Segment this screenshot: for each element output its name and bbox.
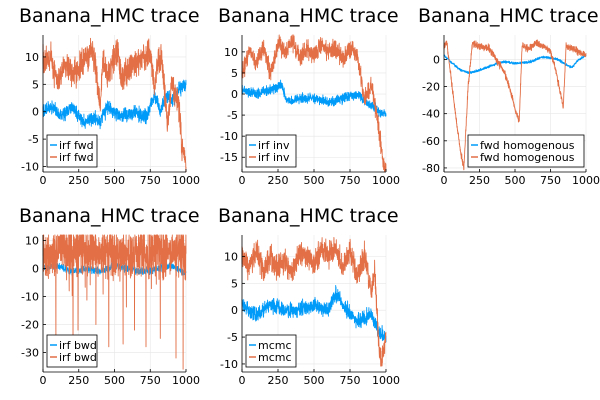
y-tick-label: 0 (231, 88, 238, 101)
y-tick-label: 10 (25, 51, 39, 64)
x-tick-label: 750 (340, 174, 361, 187)
trace-panel-4: Banana_HMC trace 0 250 500 750 1000 -30 -20 -10 0… (19, 205, 200, 387)
y-tick-label: -60 (422, 135, 440, 148)
legend-label: mcmc (258, 351, 292, 364)
legend-label: irf fwd (59, 139, 94, 152)
y-tick-label: 5 (231, 277, 238, 290)
x-tick-label: 750 (140, 174, 161, 187)
legend-box (467, 134, 585, 168)
x-tick-label: 750 (340, 374, 361, 387)
x-tick-label: 1000 (372, 374, 400, 387)
x-tick-label: 1000 (572, 174, 600, 187)
series-line-2 (443, 39, 587, 171)
y-tick-label: 10 (224, 250, 238, 263)
legend-label: irf bwd (59, 351, 97, 364)
x-tick-label: 500 (304, 174, 325, 187)
y-tick-label: -5 (28, 133, 39, 146)
y-tick-label: -40 (422, 108, 440, 121)
series-line-2 (241, 237, 387, 367)
x-tick-label: 250 (68, 374, 89, 387)
y-tick-label: 0 (231, 304, 238, 317)
panel-title: Banana_HMC trace (218, 5, 399, 27)
x-tick-label: 0 (441, 174, 448, 187)
series-line-1 (241, 79, 387, 118)
y-tick-label: -10 (21, 291, 39, 304)
y-tick-label: -20 (422, 81, 440, 94)
y-tick-label: 0 (32, 106, 39, 119)
x-tick-label: 750 (140, 374, 161, 387)
trace-panel-1: Banana_HMC trace 0 250 500 750 1000 -10 -5 0 5 10 i… (19, 5, 200, 187)
legend-label: irf inv (258, 139, 290, 152)
legend-label: irf bwd (59, 339, 97, 352)
x-tick-label: 1000 (372, 174, 400, 187)
x-tick-label: 250 (68, 174, 89, 187)
x-tick-label: 0 (239, 374, 246, 387)
y-tick-label: 5 (32, 78, 39, 91)
y-tick-label: -10 (220, 358, 238, 371)
x-tick-label: 500 (304, 374, 325, 387)
x-tick-label: 750 (540, 174, 561, 187)
panel-title: Banana_HMC trace (218, 205, 399, 227)
legend-label: irf inv (258, 151, 290, 164)
legend-label: irf fwd (59, 151, 94, 164)
x-tick-label: 0 (40, 374, 47, 387)
legend-label: fwd homogenous (480, 139, 575, 152)
x-tick-label: 500 (104, 174, 125, 187)
x-tick-label: 0 (239, 174, 246, 187)
panel-title: Banana_HMC trace (19, 205, 200, 227)
y-tick-label: -5 (227, 109, 238, 122)
panel-title: Banana_HMC trace (19, 5, 200, 27)
x-tick-label: 250 (268, 174, 289, 187)
x-tick-label: 1000 (172, 174, 200, 187)
y-tick-label: 10 (224, 46, 238, 59)
x-tick-label: 0 (40, 174, 47, 187)
y-tick-label: -10 (21, 161, 39, 174)
y-tick-label: -80 (422, 162, 440, 175)
y-tick-label: 10 (25, 235, 39, 248)
y-tick-label: 0 (433, 53, 440, 66)
y-tick-label: 0 (32, 263, 39, 276)
legend-box (46, 134, 98, 168)
y-tick-label: -15 (220, 151, 238, 164)
series-line-1 (443, 54, 587, 75)
x-tick-label: 250 (469, 174, 490, 187)
trace-panel-2: Banana_HMC trace 0 250 500 750 1000 -15 -10 -5 0 5… (218, 5, 400, 187)
legend-label: mcmc (258, 339, 292, 352)
legend-box (245, 134, 297, 168)
legend-box (245, 334, 297, 368)
trace-panel-5: Banana_HMC trace 0 250 500 750 1000 -10 -5 0 5 10 m… (218, 205, 400, 387)
legend-label: fwd homogenous (480, 151, 575, 164)
series-line-2 (42, 37, 187, 173)
y-tick-label: -10 (220, 130, 238, 143)
x-tick-label: 1000 (172, 374, 200, 387)
series-line-1 (241, 285, 387, 343)
legend-box (46, 334, 98, 368)
series-line-2 (42, 234, 187, 370)
y-tick-label: -30 (21, 346, 39, 359)
series-line-2 (241, 34, 387, 173)
y-tick-label: 5 (231, 67, 238, 80)
y-tick-label: -5 (227, 331, 238, 344)
series-line-1 (42, 79, 187, 130)
trace-panel-3: Banana_HMC trace 0 250 500 750 1000 -80 -60 -40 -… (418, 5, 600, 187)
x-tick-label: 250 (268, 374, 289, 387)
panel-title: Banana_HMC trace (418, 5, 599, 27)
x-tick-label: 500 (104, 374, 125, 387)
x-tick-label: 500 (505, 174, 526, 187)
y-tick-label: -20 (21, 318, 39, 331)
